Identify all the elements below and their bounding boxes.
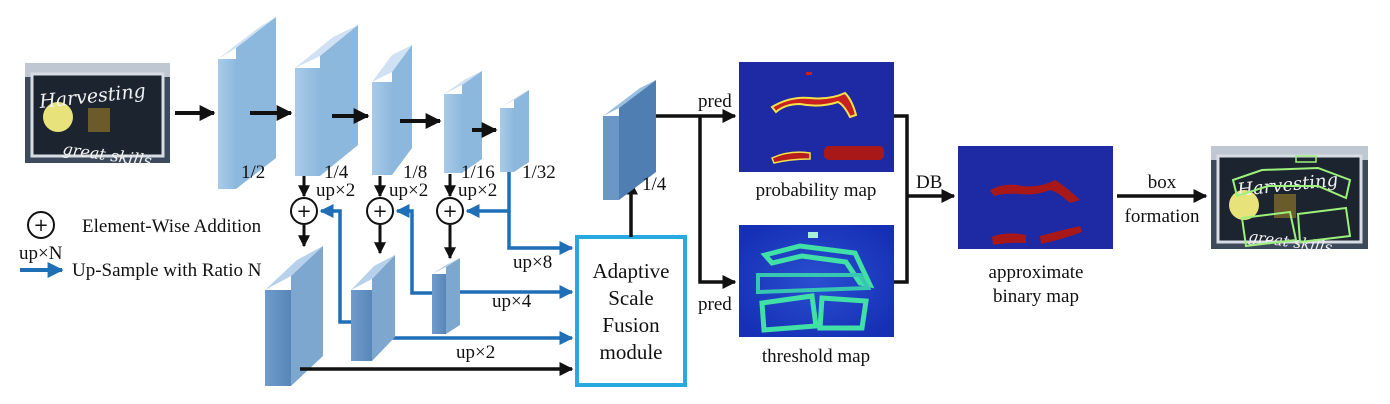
asf-line4: module <box>600 340 663 364</box>
addition-node-2-symbol: + <box>372 201 387 222</box>
output-image: Harvesting great skills <box>1211 146 1368 257</box>
db-merge-arrows <box>894 114 956 284</box>
feature-map-1-4 <box>603 80 656 200</box>
scale-label-1-16: 1/16 <box>461 162 495 183</box>
asf-line3: Fusion <box>602 313 660 337</box>
up2-label-a: up×2 <box>316 180 355 201</box>
up4-label: up×4 <box>492 291 532 312</box>
up8-label: up×8 <box>513 252 552 273</box>
lateral-arrows <box>298 174 456 260</box>
scale-label-1-8: 1/8 <box>403 162 427 183</box>
pred-label-top: pred <box>698 91 732 112</box>
probability-map-label: probability map <box>756 180 877 201</box>
legend-up-label: Up-Sample with Ratio N <box>72 260 262 281</box>
legend: + Element-Wise Addition up×N Up-Sample w… <box>19 211 262 281</box>
backbone-block-1-16 <box>444 71 482 173</box>
pred-label-bottom: pred <box>698 294 732 315</box>
fused-block-medium <box>351 255 395 361</box>
backbone-arrows <box>175 105 498 138</box>
backbone-block-1-8 <box>372 45 412 175</box>
scale-label-1-2: 1/2 <box>241 162 265 183</box>
up2-label-d: up×2 <box>456 342 495 363</box>
legend-up-symbol: up×N <box>19 243 63 264</box>
addition-node-2: + <box>366 197 394 225</box>
binary-map-label-line1: approximate <box>989 262 1084 283</box>
legend-addition-icon: + <box>27 211 55 239</box>
up2-label-b: up×2 <box>389 180 428 201</box>
scale-label-1-4: 1/4 <box>324 162 349 183</box>
binary-map-label-line2: binary map <box>993 286 1079 307</box>
pred-arrows <box>656 109 737 289</box>
addition-node-1: + <box>290 197 318 225</box>
input-image: Harvesting great skills <box>25 63 170 170</box>
feature-scale-label: 1/4 <box>642 174 667 195</box>
legend-addition-symbol: + <box>33 215 48 236</box>
backbone-block-1-4 <box>295 25 358 176</box>
backbone-block-1-32 <box>500 90 529 172</box>
fused-block-small <box>432 258 460 334</box>
asf-line1: Adaptive <box>593 259 670 283</box>
asf-module: Adaptive Scale Fusion module <box>575 235 687 387</box>
threshold-map-label: threshold map <box>762 346 870 367</box>
probability-map-image <box>739 62 894 172</box>
scale-label-1-32: 1/32 <box>522 162 556 183</box>
addition-node-1-symbol: + <box>296 201 311 222</box>
addition-node-3-symbol: + <box>442 201 457 222</box>
binary-map-image <box>958 146 1113 249</box>
db-label: DB <box>916 172 942 193</box>
box-label-line2: formation <box>1125 206 1200 227</box>
legend-addition-label: Element-Wise Addition <box>82 216 262 237</box>
box-label-line1: box <box>1148 172 1177 193</box>
fused-block-large <box>265 246 323 386</box>
up2-label-c: up×2 <box>458 180 497 201</box>
threshold-map-image <box>739 225 894 337</box>
backbone-block-1-2 <box>218 17 276 189</box>
addition-node-3: + <box>436 197 464 225</box>
asf-line2: Scale <box>608 286 653 310</box>
